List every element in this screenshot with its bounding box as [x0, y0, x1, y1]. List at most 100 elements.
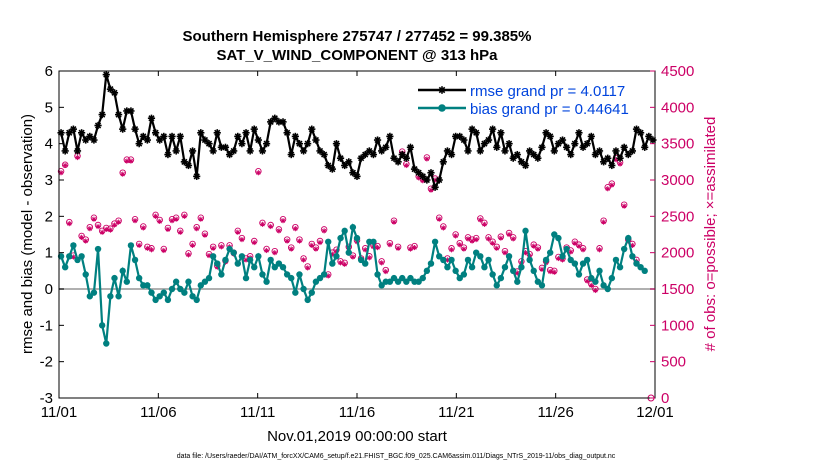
obs-assimilated-point	[157, 218, 163, 225]
bias-point	[119, 267, 126, 275]
bias-point	[456, 274, 463, 282]
obs-assimilated-point	[580, 247, 586, 253]
obs-assimilated-point	[469, 238, 475, 244]
legend-rmse-label: rmse grand pr = 4.0117	[470, 83, 625, 100]
rmse-point	[250, 125, 258, 133]
obs-assimilated-point	[103, 226, 109, 233]
bias-point	[172, 278, 180, 285]
bias-point	[518, 264, 525, 271]
rmse-point	[78, 129, 86, 137]
bias-point	[353, 234, 361, 242]
bias-point	[98, 322, 106, 329]
rmse-point	[521, 161, 530, 170]
rmse-point	[386, 132, 394, 140]
rmse-point	[472, 129, 480, 137]
rmse-point	[628, 147, 636, 155]
bias-point	[111, 274, 118, 282]
rmse-point	[345, 158, 353, 166]
obs-assimilated-point	[181, 213, 187, 219]
bias-point	[481, 264, 488, 271]
obs-assimilated-point	[128, 158, 134, 164]
x-axis-ticks: 11/01 11/06 11/11 11/16 11/21 11/26 12/01	[41, 71, 674, 421]
bias-point	[620, 245, 628, 253]
legend-bias-label: bias grand pr = 0.44641	[470, 101, 629, 118]
bias-point	[546, 249, 554, 256]
bias-point	[394, 278, 402, 285]
bias-point	[181, 289, 188, 296]
bias-point	[325, 238, 332, 245]
bias-point	[509, 267, 517, 275]
rmse-point	[563, 143, 571, 151]
obs-assimilated-point	[506, 231, 512, 238]
bias-point	[292, 289, 299, 296]
bias-point	[329, 260, 336, 267]
bias-point	[579, 260, 587, 267]
obs-assimilated-point	[268, 223, 274, 230]
y-left-tick-label: 0	[45, 281, 53, 298]
x-tick-label: 11/06	[140, 404, 176, 421]
obs-assimilated-point	[189, 242, 196, 248]
obs-assimilated-point	[457, 242, 463, 248]
obs-assimilated-point	[465, 236, 471, 242]
obs-assimilated-point	[99, 229, 105, 235]
bias-point	[127, 242, 135, 249]
bias-point	[185, 278, 192, 285]
x-tick-label: 11/21	[438, 404, 474, 421]
bias-point	[452, 267, 459, 275]
obs-assimilated-point	[300, 257, 307, 263]
bias-point	[304, 296, 311, 304]
bias-point	[259, 271, 266, 278]
rmse-point	[583, 140, 591, 148]
obs-assimilated-point	[502, 250, 508, 256]
rmse-point	[160, 132, 168, 140]
y-left-tick-label: 2	[45, 208, 53, 225]
bias-point	[559, 253, 566, 260]
obs-assimilated-point	[91, 216, 97, 222]
rmse-point	[616, 154, 624, 162]
y-left-tick-label: -2	[40, 354, 53, 371]
obs-assimilated-point	[185, 252, 192, 258]
obs-assimilated-point	[136, 242, 142, 248]
bias-point	[440, 256, 447, 264]
rmse-point	[221, 143, 230, 151]
rmse-point	[184, 161, 193, 170]
bias-point	[575, 271, 583, 278]
obs-count-series	[57, 148, 655, 402]
y-left-tick-label: 5	[45, 99, 53, 116]
obs-assimilated-point	[235, 229, 241, 235]
obs-assimilated-point	[152, 213, 159, 219]
rmse-point	[382, 143, 390, 151]
obs-assimilated-point	[276, 228, 282, 234]
x-axis-label: Nov.01,2019 00:00:00 start	[267, 428, 448, 445]
bias-point	[131, 256, 139, 264]
obs-assimilated-point	[132, 218, 138, 224]
bias-point	[423, 267, 431, 275]
bias-point	[94, 245, 102, 253]
bias-point	[230, 249, 237, 256]
rmse-point	[373, 136, 382, 144]
y-axis-right-ticks: 0 500 1000 1500 2000 2500 3000 3500 4000 4500	[650, 63, 694, 407]
obs-assimilated-point	[494, 245, 500, 251]
bias-point	[255, 253, 262, 260]
bias-point	[218, 271, 225, 278]
obs-assimilated-point	[116, 219, 122, 225]
y-left-tick-label: 4	[45, 136, 53, 153]
legend-bias-marker	[438, 104, 446, 112]
obs-assimilated-point	[66, 221, 72, 227]
bias-point	[563, 245, 570, 253]
obs-assimilated-point	[144, 245, 150, 251]
y-right-tick-label: 0	[661, 390, 669, 407]
bias-point	[534, 278, 542, 285]
rmse-point	[299, 147, 308, 155]
rmse-point	[369, 150, 378, 159]
plot-frame	[58, 70, 656, 399]
bias-point	[349, 224, 357, 231]
rmse-point	[423, 176, 431, 184]
rmse-point	[213, 129, 221, 137]
bias-point	[279, 264, 287, 271]
bias-point	[362, 260, 369, 267]
rmse-point	[612, 147, 620, 155]
rmse-series	[57, 71, 657, 191]
bias-point	[61, 264, 69, 271]
bias-point	[374, 271, 381, 278]
